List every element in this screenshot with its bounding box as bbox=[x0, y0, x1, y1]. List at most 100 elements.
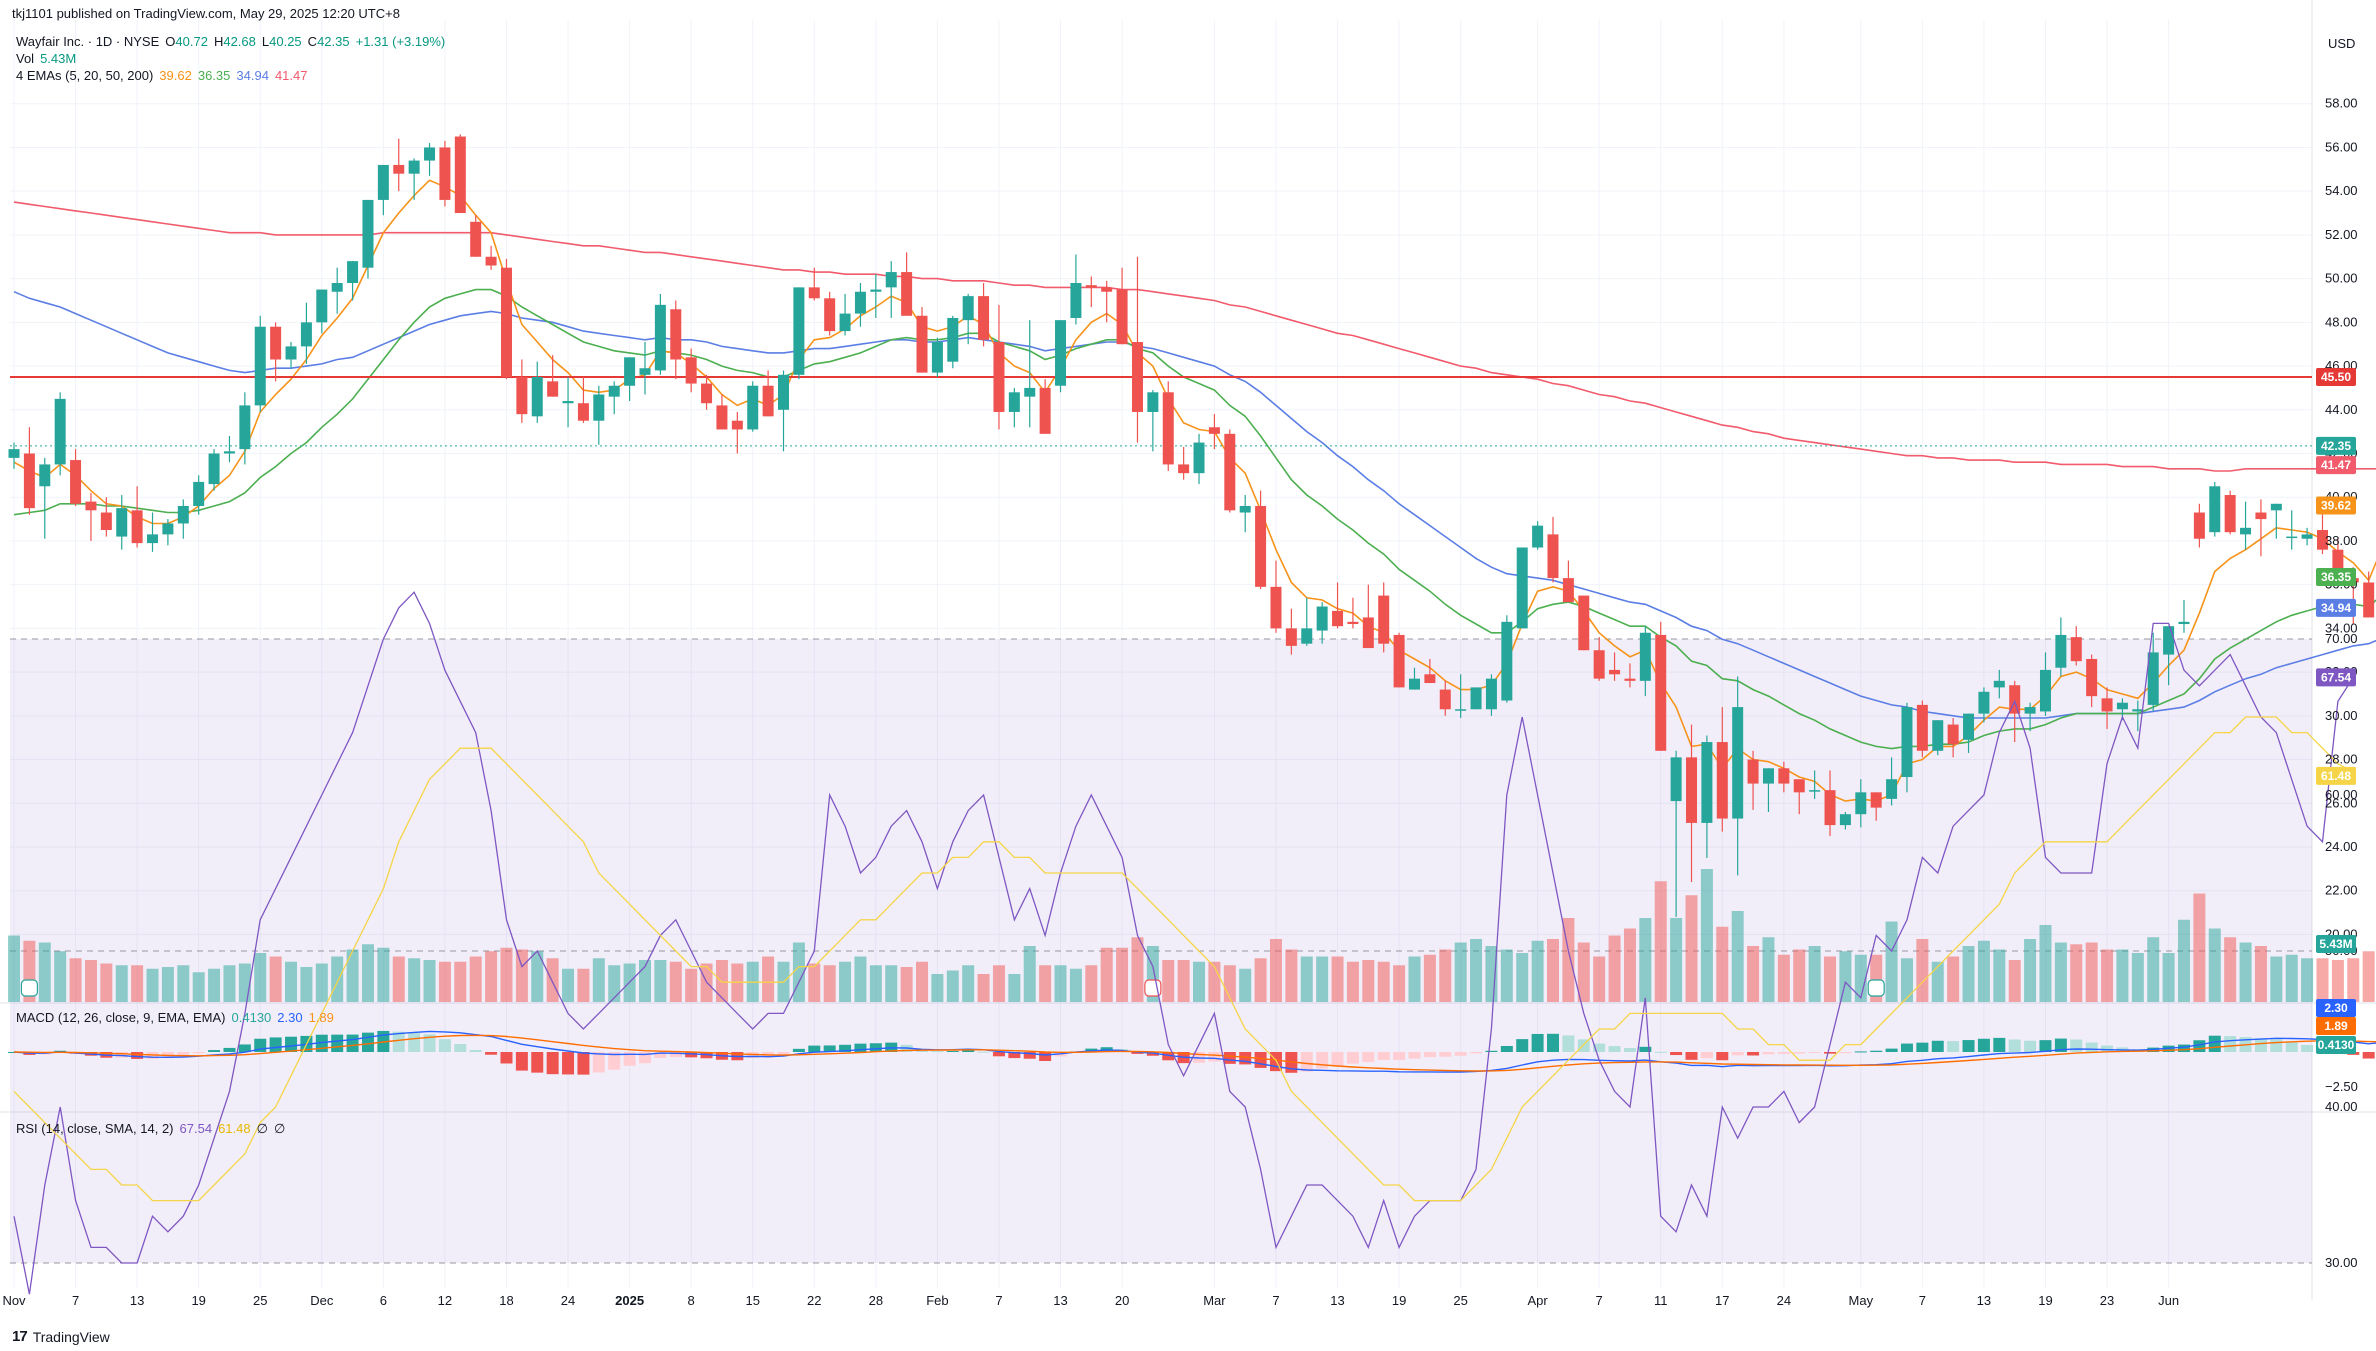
macd-histogram-bar bbox=[1023, 1052, 1036, 1059]
candle-body bbox=[654, 304, 666, 371]
volume-bar bbox=[177, 965, 190, 1002]
volume-bar bbox=[2039, 925, 2052, 1002]
macd-histogram-bar bbox=[1547, 1033, 1559, 1052]
candle-body bbox=[8, 449, 20, 458]
candlesticks[interactable] bbox=[8, 134, 2376, 917]
volume-bar bbox=[685, 968, 698, 1002]
candle-body bbox=[1778, 768, 1790, 784]
macd-histogram-bar bbox=[2008, 1039, 2021, 1052]
volume-bar bbox=[885, 965, 898, 1002]
macd-histogram-bar bbox=[515, 1052, 528, 1071]
price-tick-label: 48.00 bbox=[2325, 314, 2358, 329]
volume-bar bbox=[2331, 960, 2344, 1002]
volume-bar bbox=[192, 972, 205, 1002]
rsi-line bbox=[13, 591, 2354, 1295]
macd-histogram-bar bbox=[285, 1036, 298, 1052]
macd-histogram-bar bbox=[1593, 1043, 1606, 1052]
volume-bar bbox=[1100, 947, 1113, 1002]
macd-histogram-bar bbox=[254, 1038, 267, 1052]
volume-bar bbox=[823, 965, 836, 1002]
volume-bar bbox=[454, 961, 467, 1002]
volume-bar bbox=[2147, 937, 2160, 1002]
macd-histogram-bar bbox=[1485, 1050, 1498, 1052]
candle-body bbox=[1347, 621, 1359, 625]
macd-histogram-bar bbox=[1223, 1052, 1236, 1064]
candle-body bbox=[1439, 689, 1451, 710]
rsi-ma-line bbox=[13, 716, 2354, 1202]
macd-histogram-bar bbox=[1608, 1046, 1621, 1052]
macd-histogram-bar bbox=[531, 1052, 544, 1073]
candle-body bbox=[1470, 687, 1482, 710]
time-tick-label: 2025 bbox=[615, 1293, 644, 1308]
time-tick-label: Mar bbox=[1203, 1293, 1226, 1308]
volume-bar bbox=[1623, 928, 1636, 1002]
macd-histogram-bar bbox=[1531, 1033, 1544, 1052]
candle-body bbox=[824, 298, 836, 332]
candle-body bbox=[1085, 285, 1097, 288]
macd-histogram-bar bbox=[962, 1049, 975, 1052]
ema-lines bbox=[10, 179, 2376, 802]
candle-body bbox=[254, 326, 266, 406]
candle-body bbox=[624, 357, 636, 386]
volume-bar bbox=[1977, 940, 1990, 1002]
volume-bar bbox=[1239, 968, 1252, 1002]
volume-bar bbox=[1577, 942, 1590, 1002]
candle-body bbox=[947, 317, 959, 362]
candle-body bbox=[1532, 525, 1544, 548]
macd-histogram-bar bbox=[1839, 1052, 1852, 1054]
ema5-line bbox=[13, 179, 2376, 802]
candle-body bbox=[300, 322, 312, 347]
candle-body bbox=[316, 289, 328, 323]
candle-body bbox=[1655, 634, 1667, 751]
volume-bar bbox=[654, 960, 667, 1002]
volume-bar bbox=[423, 960, 436, 1002]
volume-bar bbox=[1670, 918, 1683, 1002]
candle-body bbox=[1839, 814, 1851, 826]
volume-bar bbox=[1931, 961, 1944, 1002]
candle-body bbox=[70, 460, 82, 504]
candle-body bbox=[485, 256, 497, 266]
volume-bar bbox=[1793, 949, 1806, 1002]
candle-body bbox=[2132, 709, 2144, 712]
volume-bar bbox=[2224, 937, 2237, 1002]
price-tick-label: 28.00 bbox=[2325, 752, 2358, 767]
candle-body bbox=[608, 385, 620, 397]
volume-bar bbox=[1654, 881, 1667, 1002]
macd-histogram-bar bbox=[269, 1037, 282, 1052]
volume-bar bbox=[408, 958, 421, 1002]
candle-body bbox=[1178, 464, 1190, 474]
volume-bar bbox=[839, 961, 852, 1002]
price-tick-label: 56.00 bbox=[2325, 139, 2358, 154]
candle-body bbox=[39, 464, 51, 487]
volume-bar bbox=[1039, 965, 1052, 1002]
macd-histogram-bar bbox=[1516, 1039, 1529, 1052]
candle-body bbox=[2270, 503, 2282, 511]
candle-body bbox=[562, 401, 574, 404]
time-tick-label: Dec bbox=[310, 1293, 334, 1308]
candle-body bbox=[454, 136, 466, 214]
tradingview-footer[interactable]: 17 TradingView bbox=[12, 1328, 110, 1345]
volume-bar bbox=[962, 965, 975, 1002]
macd-histogram-bar bbox=[1008, 1052, 1021, 1059]
price-tag: 45.50 bbox=[2321, 370, 2351, 384]
rsi-ma-tag: 61.48 bbox=[2321, 769, 2351, 783]
ema50-line bbox=[13, 290, 2376, 719]
macd-histogram-bar bbox=[1762, 1052, 1775, 1055]
volume-bar bbox=[2085, 942, 2098, 1002]
macd-histogram-bar bbox=[931, 1051, 944, 1053]
volume-bar bbox=[608, 965, 621, 1002]
volume-bar bbox=[1993, 949, 2006, 1002]
macd-histogram-bar bbox=[2254, 1038, 2267, 1052]
rsi-tick-label: 40.00 bbox=[2325, 1099, 2358, 1114]
volume-bar bbox=[500, 947, 513, 1002]
candle-body bbox=[1485, 678, 1497, 710]
published-line: tkj1101 published on TradingView.com, Ma… bbox=[12, 6, 400, 21]
macd-histogram-bar bbox=[361, 1032, 374, 1052]
candle-body bbox=[931, 342, 943, 373]
time-tick-label: 8 bbox=[688, 1293, 695, 1308]
candle-body bbox=[1947, 724, 1959, 745]
volume-bar bbox=[1454, 942, 1467, 1002]
volume-bar bbox=[2362, 951, 2375, 1002]
macd-histogram-bar bbox=[1208, 1052, 1221, 1062]
